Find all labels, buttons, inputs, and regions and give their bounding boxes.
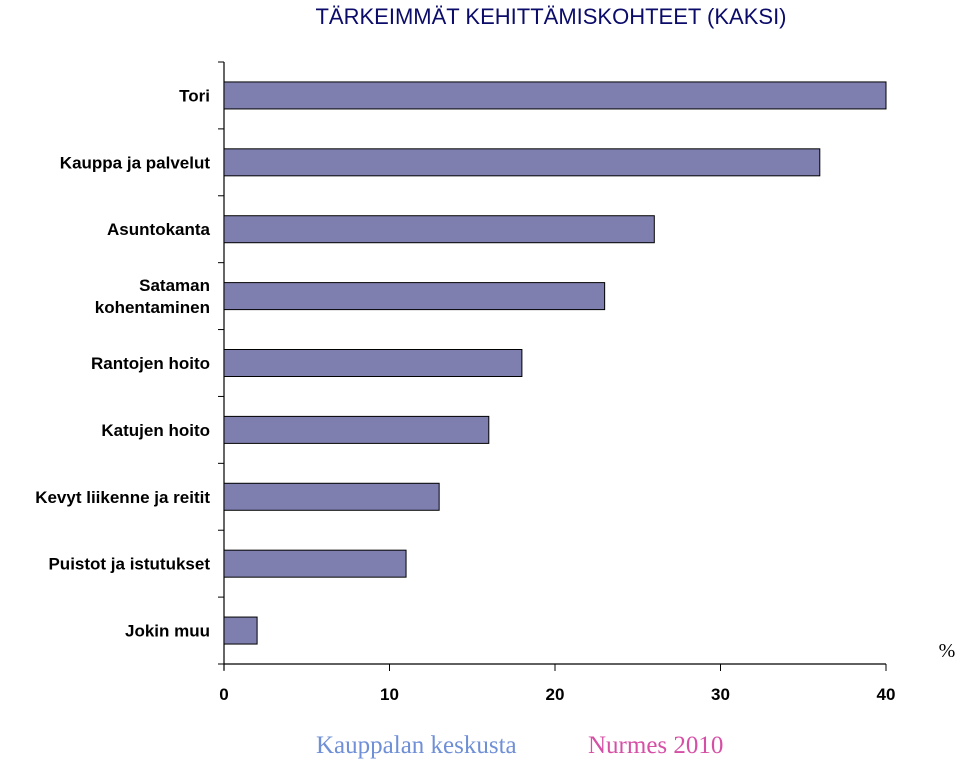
x-tick-label: 10 [380, 685, 399, 704]
category-label: Kevyt liikenne ja reitit [35, 488, 210, 507]
category-label: Tori [179, 86, 210, 105]
category-label: Puistot ja istutukset [48, 555, 210, 574]
category-label: Kauppa ja palvelut [60, 153, 211, 172]
bar [223, 349, 523, 377]
plot-area: Tori Kauppa ja palvelut Asuntokanta Sataman… [35, 61, 896, 704]
x-tick-label: 0 [219, 685, 228, 704]
category-label: Jokin muu [125, 622, 210, 641]
x-axis-unit-label: % [939, 640, 956, 662]
category-label: Katujen hoito [101, 421, 210, 440]
x-tick-label: 40 [877, 685, 896, 704]
footer-place-year: Nurmes 2010 [588, 732, 723, 759]
bar [223, 215, 655, 244]
x-tick-label: 20 [546, 685, 565, 704]
x-tick-label: 30 [711, 685, 730, 704]
category-label: Asuntokanta [107, 220, 211, 239]
bar [223, 616, 258, 645]
bar [223, 482, 440, 511]
bar [223, 148, 821, 177]
bar [223, 81, 887, 110]
footer-location: Kauppalan keskusta [316, 732, 517, 759]
bar [223, 549, 407, 578]
category-label: Rantojen hoito [91, 354, 210, 373]
chart-title: TÄRKEIMMÄT KEHITTÄMISKOHTEET (KAKSI) [315, 4, 786, 29]
bar [223, 282, 606, 311]
bar [223, 415, 490, 444]
category-label: Sataman kohentaminen [95, 276, 210, 317]
